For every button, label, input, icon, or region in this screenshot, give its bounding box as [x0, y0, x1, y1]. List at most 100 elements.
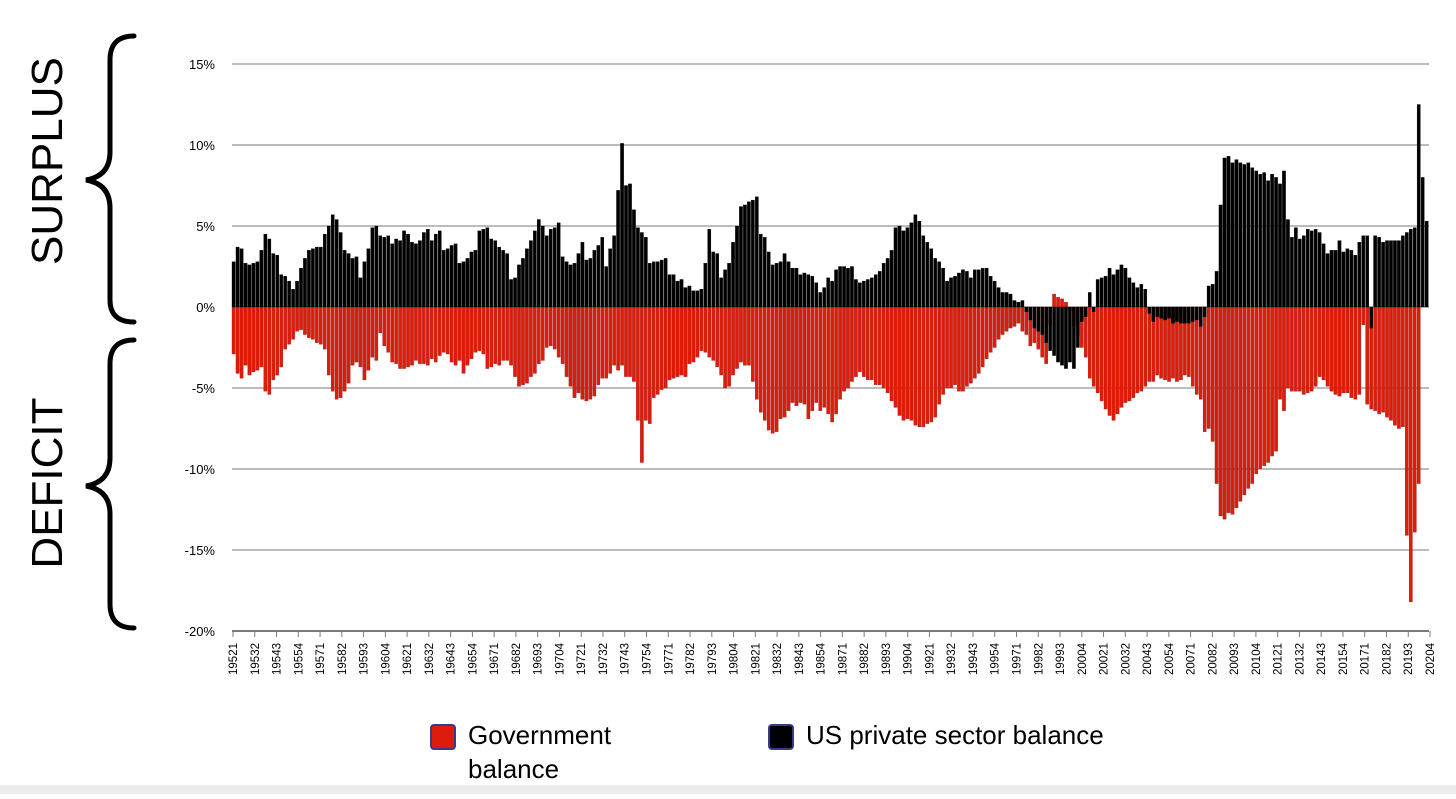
government-bar: [862, 306, 866, 377]
private-bar: [1040, 306, 1044, 335]
government-bar: [386, 306, 390, 353]
x-tick-label: 19843: [794, 643, 806, 675]
government-bar: [1143, 306, 1148, 387]
private-bar: [1420, 177, 1425, 308]
government-bar: [826, 306, 830, 415]
private-bar: [319, 246, 323, 308]
private-bar: [953, 276, 957, 308]
government-bar: [560, 306, 565, 364]
government-bar: [1250, 306, 1255, 484]
government-bar: [521, 306, 525, 385]
private-bar: [977, 269, 981, 308]
x-tick-label: 20171: [1360, 643, 1372, 675]
government-bar: [1091, 306, 1096, 387]
government-bar: [1238, 306, 1243, 502]
private-bar: [937, 261, 941, 308]
private-bar: [1337, 240, 1342, 308]
private-bar: [1080, 306, 1084, 322]
private-bar: [731, 242, 735, 308]
x-tick-label: 20182: [1381, 643, 1393, 675]
private-bar: [509, 279, 513, 308]
legend-swatch-private: [768, 724, 794, 750]
government-bar: [881, 306, 886, 389]
government-bar: [231, 306, 236, 355]
x-tick-label: 19893: [881, 643, 893, 675]
government-bar: [1290, 306, 1294, 392]
private-bar: [913, 214, 918, 308]
legend-label-private: US private sector balance: [806, 720, 1104, 750]
government-bar: [980, 306, 985, 368]
private-bar: [941, 267, 945, 308]
government-bar: [1381, 306, 1385, 413]
private-bar: [996, 287, 1001, 308]
government-bar: [648, 306, 652, 424]
private-bar: [770, 264, 775, 308]
private-bar: [588, 258, 593, 308]
x-tick-label: 19654: [467, 642, 479, 675]
private-bar: [1119, 264, 1124, 308]
government-bar: [1405, 306, 1409, 536]
government-bar: [675, 306, 680, 377]
private-bar: [473, 250, 478, 308]
x-tick-label: 19632: [424, 643, 436, 675]
private-bar: [533, 230, 537, 308]
x-tick-label: 20082: [1207, 643, 1219, 675]
government-bar: [1111, 306, 1116, 421]
government-bar: [1210, 306, 1215, 442]
private-bar: [1262, 172, 1266, 308]
government-bar: [548, 306, 553, 347]
private-bar: [814, 282, 819, 308]
private-bar: [1302, 235, 1306, 308]
private-bar: [624, 185, 628, 308]
private-bar: [600, 237, 605, 308]
x-tick-label: 19693: [533, 643, 545, 675]
government-bar: [1123, 306, 1128, 403]
government-bar: [770, 306, 775, 434]
government-bar: [636, 306, 640, 421]
x-tick-label: 20021: [1099, 643, 1111, 675]
private-bar: [1397, 240, 1401, 308]
government-bar: [810, 306, 815, 411]
private-bar: [679, 279, 684, 308]
government-bar: [806, 306, 811, 419]
government-bar: [731, 306, 735, 376]
y-tick-label: 5%: [196, 219, 215, 234]
private-bar: [1131, 282, 1136, 308]
private-bar: [1246, 162, 1251, 308]
government-bar: [1333, 306, 1338, 395]
private-bar: [299, 267, 303, 308]
government-bar: [937, 306, 941, 405]
private-bar: [973, 269, 977, 308]
government-bar: [1119, 306, 1124, 408]
government-bar: [362, 306, 367, 381]
government-bar: [1242, 306, 1247, 496]
x-tick-label: 19704: [554, 642, 566, 675]
government-bar: [691, 306, 696, 363]
government-bar: [552, 306, 557, 350]
x-tick-label: 20032: [1120, 643, 1132, 675]
government-bar: [517, 306, 521, 387]
government-bar: [699, 306, 704, 351]
axes: 15% 10% 5% 0% -5% -10% -15% -20% 19521 19532 19543…: [185, 57, 1437, 675]
private-bar: [338, 232, 343, 308]
private-bar: [1401, 235, 1405, 308]
private-bar: [1024, 306, 1029, 313]
private-bar: [1095, 279, 1100, 308]
government-bar: [564, 306, 569, 377]
private-bar: [802, 272, 807, 308]
government-bar: [973, 306, 977, 379]
private-bar: [897, 225, 902, 308]
private-bar: [1274, 177, 1278, 308]
government-bar: [774, 306, 779, 432]
government-bar: [687, 306, 692, 364]
government-bar: [437, 306, 442, 356]
private-bar: [477, 230, 482, 308]
government-bar: [287, 306, 291, 345]
government-bar: [588, 306, 593, 400]
x-tick-label: 19543: [272, 643, 284, 675]
private-bar: [1365, 235, 1369, 308]
x-tick-label: 19782: [685, 643, 697, 675]
government-bar: [1214, 306, 1219, 484]
government-bar: [1270, 306, 1274, 457]
private-bar: [469, 251, 474, 308]
